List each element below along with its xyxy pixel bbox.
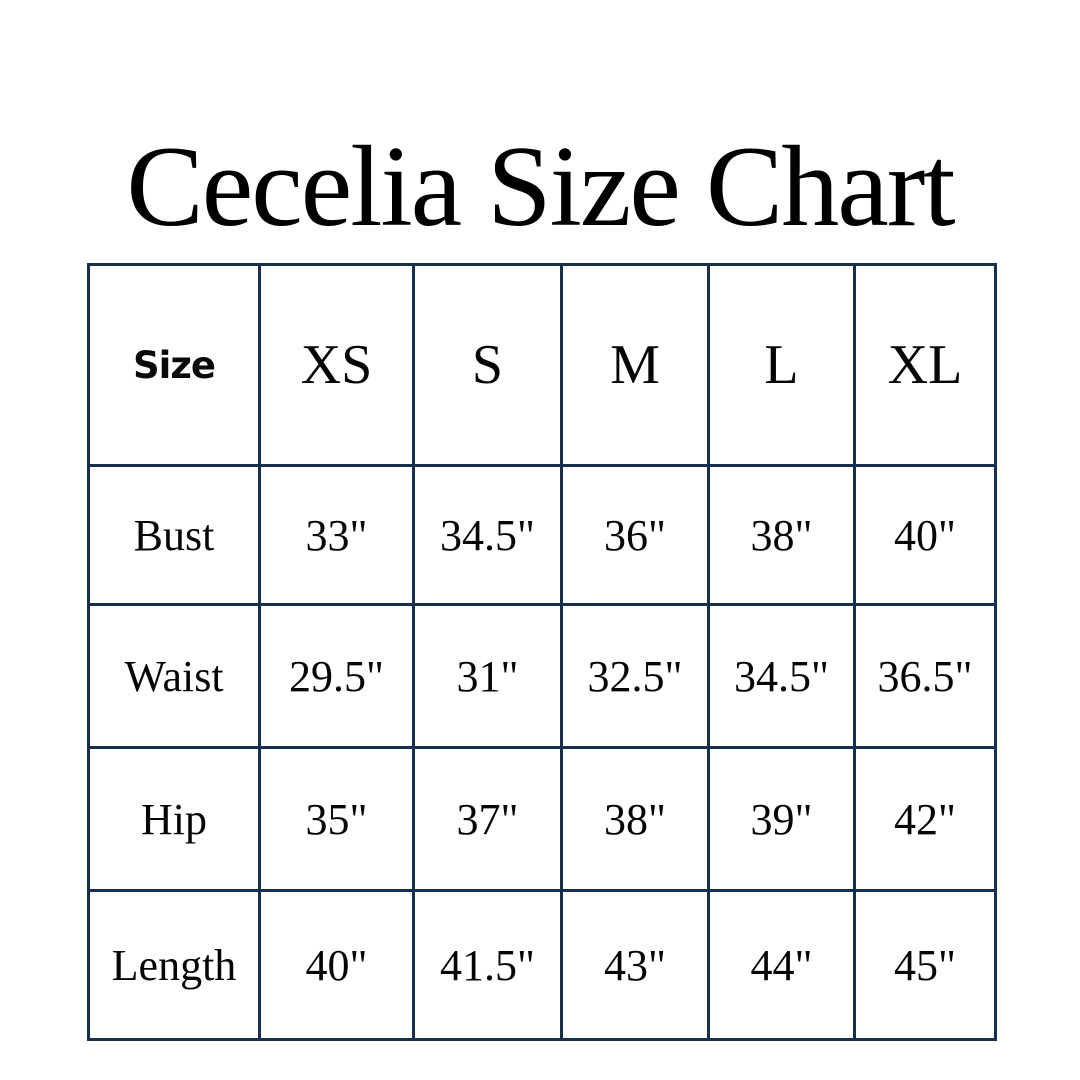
column-header-m: M <box>560 263 710 467</box>
column-header-l: L <box>707 263 856 467</box>
cell-hip-m: 38" <box>560 746 710 892</box>
cell-hip-xl: 42" <box>853 746 997 892</box>
cell-length-m: 43" <box>560 889 710 1041</box>
cell-bust-m: 36" <box>560 464 710 606</box>
cell-length-xs: 40" <box>258 889 415 1041</box>
cell-length-xl: 45" <box>853 889 997 1041</box>
cell-waist-s: 31" <box>412 603 563 749</box>
cell-bust-xs: 33" <box>258 464 415 606</box>
cell-hip-l: 39" <box>707 746 856 892</box>
cell-bust-l: 38" <box>707 464 856 606</box>
cell-bust-xl: 40" <box>853 464 997 606</box>
cell-length-s: 41.5" <box>412 889 563 1041</box>
table-row-bust: Bust 33" 34.5" 36" 38" 40" <box>87 464 997 606</box>
cell-bust-s: 34.5" <box>412 464 563 606</box>
table-header-row: Size XS S M L XL <box>87 263 997 467</box>
cell-hip-s: 37" <box>412 746 563 892</box>
corner-label-size: Size <box>87 263 261 467</box>
cell-waist-xl: 36.5" <box>853 603 997 749</box>
cell-hip-xs: 35" <box>258 746 415 892</box>
row-label-waist: Waist <box>87 603 261 749</box>
cell-waist-l: 34.5" <box>707 603 856 749</box>
cell-waist-xs: 29.5" <box>258 603 415 749</box>
row-label-length: Length <box>87 889 261 1041</box>
column-header-xl: XL <box>853 263 997 467</box>
row-label-bust: Bust <box>87 464 261 606</box>
table-row-hip: Hip 35" 37" 38" 39" 42" <box>87 746 997 892</box>
cell-length-l: 44" <box>707 889 856 1041</box>
cell-waist-m: 32.5" <box>560 603 710 749</box>
column-header-s: S <box>412 263 563 467</box>
row-label-hip: Hip <box>87 746 261 892</box>
page-title: Cecelia Size Chart <box>126 123 955 251</box>
table-row-length: Length 40" 41.5" 43" 44" 45" <box>87 889 997 1041</box>
table-row-waist: Waist 29.5" 31" 32.5" 34.5" 36.5" <box>87 603 997 749</box>
column-header-xs: XS <box>258 263 415 467</box>
size-table: Size XS S M L XL Bust 33" 34.5" 36" 38" … <box>87 263 997 1041</box>
